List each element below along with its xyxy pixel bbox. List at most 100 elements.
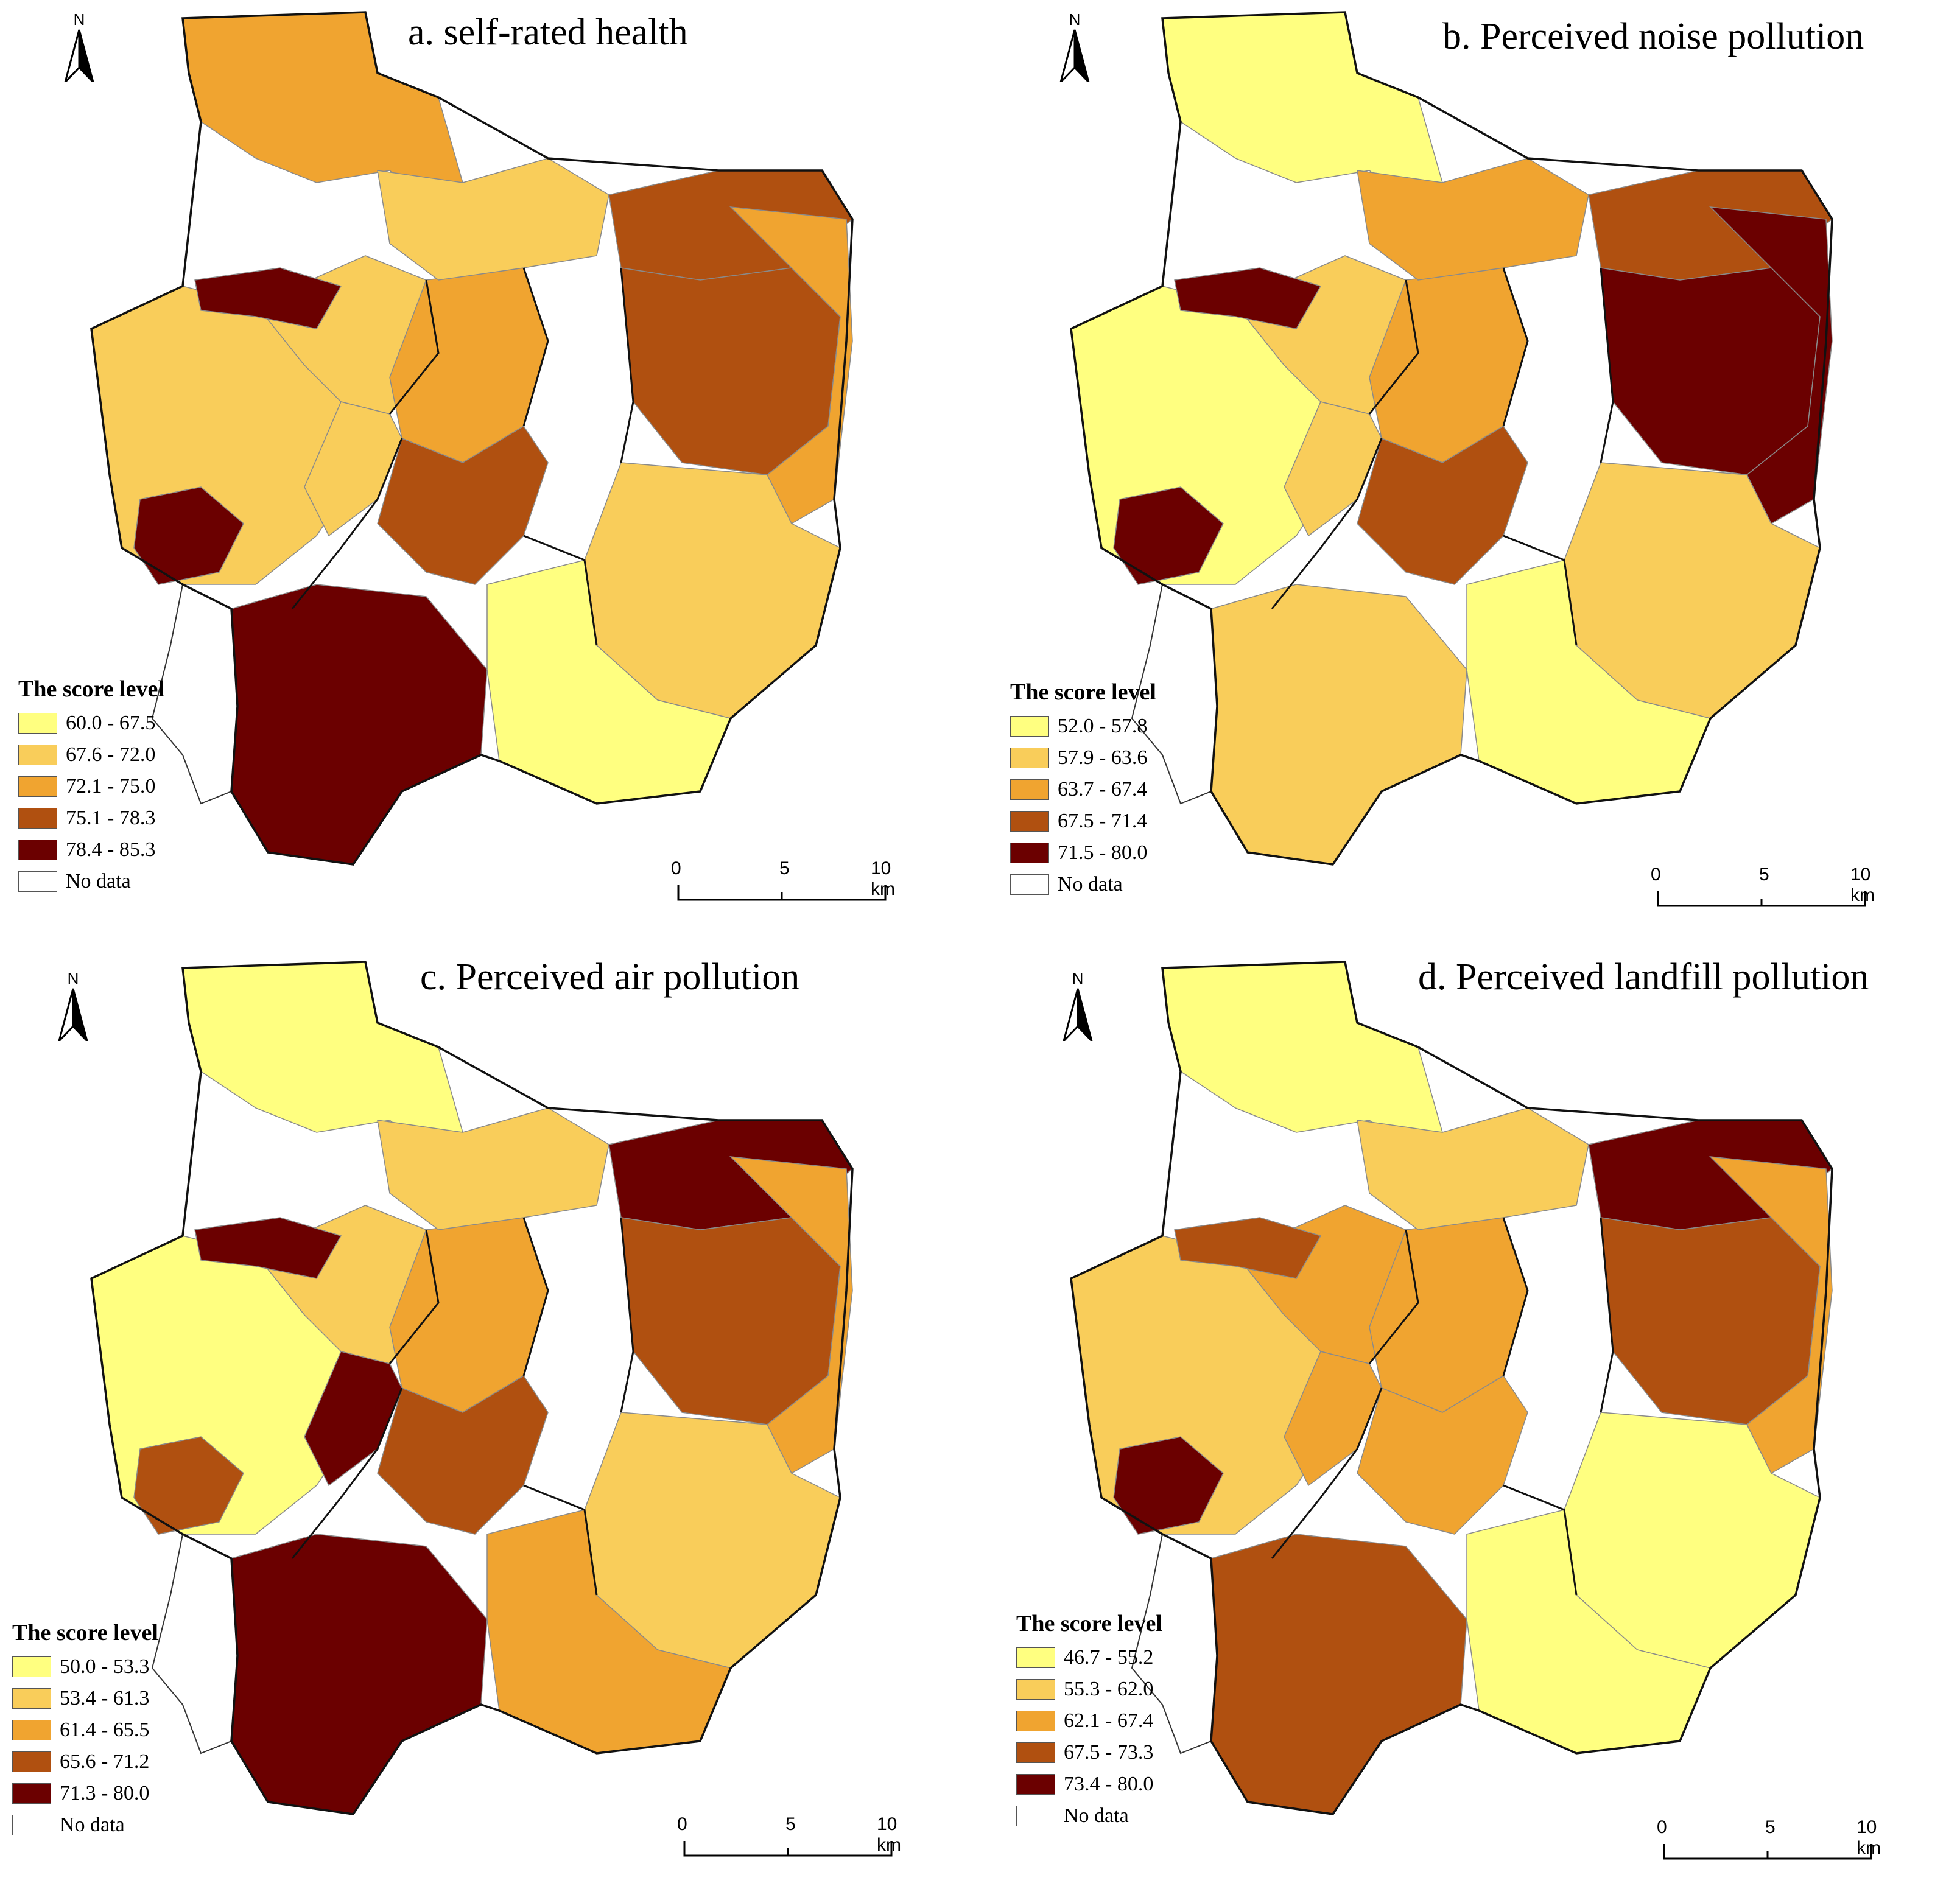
legend-swatch (12, 1815, 51, 1835)
district-boundary (1503, 1484, 1578, 1596)
region-north-strip (1162, 12, 1443, 202)
district-boundary (1600, 267, 1614, 463)
legend-swatch (1016, 1742, 1055, 1763)
district-boundary (388, 279, 440, 415)
legend-swatch (18, 776, 57, 797)
district-boundary (523, 1484, 598, 1596)
scale-label: 10 km (871, 858, 895, 899)
legend-swatch (1010, 811, 1049, 832)
legend-label: 67.5 - 71.4 (1058, 810, 1148, 832)
legend-title: The score level (18, 676, 164, 702)
scale-label: 5 (1759, 864, 1769, 885)
legend-item: 50.0 - 53.3 (12, 1651, 158, 1683)
legend-label: 63.7 - 67.4 (1058, 778, 1148, 801)
district-boundary (1502, 1217, 1529, 1376)
district-boundary (523, 535, 598, 646)
legend-label: 72.1 - 75.0 (66, 775, 156, 798)
panel-title: b. Perceived noise pollution (1442, 16, 1864, 57)
legend-item: 72.1 - 75.0 (18, 771, 164, 802)
district-boundary (522, 1217, 549, 1376)
north-arrow-icon: N (1053, 9, 1096, 83)
district-boundary (1271, 438, 1383, 609)
district-boundary (620, 267, 634, 463)
legend-item-no-data: No data (1016, 1800, 1162, 1832)
legend-item: 57.9 - 63.6 (1010, 742, 1156, 774)
district-boundary (291, 1387, 403, 1559)
legend-label: 73.4 - 80.0 (1064, 1773, 1154, 1795)
legend: The score level 52.0 - 57.8 57.9 - 63.6 63.… (1010, 679, 1156, 900)
legend-item: 73.4 - 80.0 (1016, 1769, 1162, 1800)
choropleth-map (1070, 11, 1833, 866)
legend-label: No data (1064, 1804, 1129, 1827)
map-panel: b. Perceived noise pollution N The score l… (980, 0, 1959, 950)
legend-swatch (1016, 1806, 1055, 1826)
scale-bar: 0 5 10 km (1651, 864, 1887, 913)
legend: The score level 60.0 - 67.5 67.6 - 72.0 72.… (18, 676, 164, 897)
legend-swatch (12, 1656, 51, 1677)
region-north-mid (377, 1107, 609, 1230)
district-boundary (1502, 267, 1529, 427)
region-north-mid (1357, 1107, 1589, 1230)
map-panel: c. Perceived air pollution N The score lev… (0, 950, 980, 1899)
region-south-big (1210, 584, 1467, 865)
scale-bar: 0 5 10 km (677, 1814, 913, 1863)
legend-item-no-data: No data (1010, 869, 1156, 900)
legend-label: 71.3 - 80.0 (60, 1782, 150, 1804)
legend-item: 52.0 - 57.8 (1010, 710, 1156, 742)
legend-swatch (1016, 1711, 1055, 1731)
legend-item: 60.0 - 67.5 (18, 707, 164, 739)
region-nw-pocket (194, 267, 342, 329)
choropleth-map (1070, 961, 1833, 1815)
north-label: N (68, 969, 79, 987)
city-outline (90, 11, 854, 866)
legend-label: 50.0 - 53.3 (60, 1655, 150, 1678)
panel-title: c. Perceived air pollution (420, 956, 800, 998)
legend-swatch (12, 1751, 51, 1772)
legend-title: The score level (1010, 679, 1156, 705)
legend-label: 67.6 - 72.0 (66, 743, 156, 766)
legend-swatch (18, 745, 57, 765)
legend-label: 57.9 - 63.6 (1058, 746, 1148, 769)
scale-label: 10 km (1850, 864, 1875, 905)
scale-label: 5 (779, 858, 790, 878)
district-boundary (388, 1229, 440, 1364)
legend-label: 75.1 - 78.3 (66, 807, 156, 829)
legend-item: 46.7 - 55.2 (1016, 1642, 1162, 1674)
legend-swatch (18, 871, 57, 892)
region-south-big (1210, 1534, 1467, 1815)
legend-swatch (1016, 1647, 1055, 1668)
legend-item: 67.5 - 71.4 (1010, 805, 1156, 837)
north-label: N (1069, 10, 1081, 29)
legend-swatch (1016, 1774, 1055, 1795)
legend-label: No data (1058, 873, 1123, 896)
region-north-mid (377, 158, 609, 281)
legend-item: 67.5 - 73.3 (1016, 1737, 1162, 1769)
district-boundary (291, 438, 403, 609)
scale-label: 0 (1651, 864, 1661, 885)
scale-label: 0 (671, 858, 681, 878)
legend-item: 53.4 - 61.3 (12, 1683, 158, 1714)
legend-item: 75.1 - 78.3 (18, 802, 164, 834)
legend-swatch (1010, 874, 1049, 895)
legend-label: No data (60, 1814, 125, 1836)
district-boundary (1503, 535, 1578, 646)
legend-title: The score level (12, 1620, 158, 1646)
district-boundary (522, 267, 549, 427)
scale-label: 5 (1765, 1817, 1776, 1837)
city-outline (1070, 961, 1833, 1815)
region-north-strip (1162, 961, 1443, 1151)
legend-label: No data (66, 870, 131, 892)
legend-label: 52.0 - 57.8 (1058, 715, 1148, 737)
legend-swatch (1010, 716, 1049, 737)
region-south-big (231, 584, 488, 865)
legend-swatch (18, 840, 57, 860)
legend-item: 61.4 - 65.5 (12, 1714, 158, 1746)
legend-label: 71.5 - 80.0 (1058, 841, 1148, 864)
region-nw-pocket (194, 1217, 342, 1279)
legend-swatch (12, 1783, 51, 1804)
legend-item-no-data: No data (12, 1809, 158, 1841)
legend-label: 60.0 - 67.5 (66, 712, 156, 734)
legend-label: 55.3 - 62.0 (1064, 1678, 1154, 1700)
region-nw-pocket (1174, 267, 1322, 329)
